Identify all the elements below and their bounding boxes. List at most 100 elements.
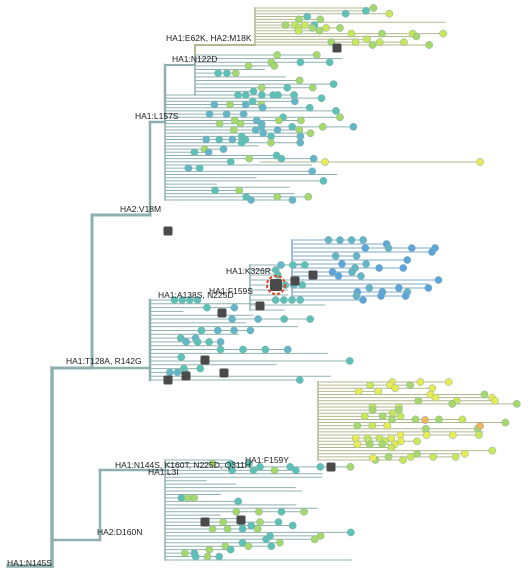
strain-tip[interactable] bbox=[256, 463, 264, 471]
strain-tip[interactable] bbox=[361, 244, 370, 252]
vaccine-strain-marker[interactable] bbox=[163, 375, 173, 385]
strain-tip[interactable] bbox=[253, 525, 262, 533]
strain-tip[interactable] bbox=[357, 272, 365, 280]
strain-tip[interactable] bbox=[460, 449, 469, 458]
strain-tip[interactable] bbox=[321, 158, 329, 166]
vaccine-strain-marker[interactable] bbox=[200, 517, 210, 527]
strain-tip[interactable] bbox=[359, 296, 367, 304]
strain-tip[interactable] bbox=[226, 100, 234, 109]
strain-tip[interactable] bbox=[223, 69, 231, 78]
strain-tip[interactable] bbox=[387, 434, 396, 443]
strain-tip[interactable] bbox=[406, 381, 414, 389]
strain-tip[interactable] bbox=[448, 431, 457, 439]
strain-tip[interactable] bbox=[352, 252, 361, 260]
strain-tip[interactable] bbox=[365, 440, 374, 449]
strain-tip[interactable] bbox=[191, 552, 200, 561]
vaccine-strain-marker[interactable] bbox=[236, 515, 246, 525]
strain-tip[interactable] bbox=[228, 135, 237, 144]
strain-tip[interactable] bbox=[296, 296, 305, 304]
strain-tip[interactable] bbox=[305, 103, 314, 112]
strain-tip[interactable] bbox=[190, 148, 199, 157]
strain-tip[interactable] bbox=[237, 138, 246, 147]
strain-tip[interactable] bbox=[238, 538, 247, 547]
strain-tip[interactable] bbox=[334, 272, 343, 280]
strain-tip[interactable] bbox=[336, 113, 344, 122]
strain-tip[interactable] bbox=[267, 542, 276, 551]
strain-tip[interactable] bbox=[368, 406, 377, 414]
strain-tip[interactable] bbox=[316, 15, 325, 24]
strain-tip[interactable] bbox=[219, 518, 228, 526]
strain-tip[interactable] bbox=[377, 292, 385, 300]
strain-tip[interactable] bbox=[290, 97, 299, 106]
strain-tip[interactable] bbox=[232, 507, 241, 516]
strain-tip[interactable] bbox=[363, 35, 371, 44]
strain-tip[interactable] bbox=[388, 415, 396, 424]
strain-tip[interactable] bbox=[170, 296, 179, 304]
strain-tip[interactable] bbox=[226, 545, 235, 554]
strain-tip[interactable] bbox=[277, 507, 286, 516]
strain-tip[interactable] bbox=[256, 518, 264, 526]
strain-tip[interactable] bbox=[226, 157, 235, 166]
strain-tip[interactable] bbox=[277, 261, 285, 269]
strain-tip[interactable] bbox=[347, 29, 356, 38]
strain-tip[interactable] bbox=[325, 58, 334, 67]
strain-tip[interactable] bbox=[399, 264, 408, 272]
strain-tip[interactable] bbox=[368, 421, 377, 430]
strain-tip[interactable] bbox=[216, 338, 225, 346]
strain-tip[interactable] bbox=[414, 396, 423, 405]
strain-tip[interactable] bbox=[230, 116, 239, 125]
strain-tip[interactable] bbox=[400, 38, 408, 47]
strain-tip[interactable] bbox=[273, 51, 282, 59]
strain-tip[interactable] bbox=[347, 236, 356, 244]
strain-tip[interactable] bbox=[338, 260, 346, 268]
strain-tip[interactable] bbox=[391, 384, 400, 393]
strain-tip[interactable] bbox=[375, 38, 384, 47]
strain-tip[interactable] bbox=[428, 248, 436, 256]
strain-tip[interactable] bbox=[424, 284, 433, 292]
strain-tip[interactable] bbox=[306, 315, 315, 323]
strain-tip[interactable] bbox=[247, 521, 256, 530]
vaccine-strain-marker[interactable] bbox=[290, 276, 300, 286]
vaccine-strain-marker[interactable] bbox=[200, 355, 210, 365]
strain-tip[interactable] bbox=[239, 110, 248, 118]
strain-tip[interactable] bbox=[421, 416, 429, 424]
strain-tip[interactable] bbox=[375, 264, 383, 272]
strain-tip[interactable] bbox=[349, 122, 358, 131]
strain-tip[interactable] bbox=[425, 41, 433, 49]
strain-tip[interactable] bbox=[348, 268, 356, 276]
strain-tip[interactable] bbox=[341, 9, 350, 18]
strain-tip[interactable] bbox=[190, 494, 198, 502]
strain-tip[interactable] bbox=[480, 390, 489, 399]
strain-tip[interactable] bbox=[317, 94, 326, 103]
strain-tip[interactable] bbox=[295, 76, 304, 85]
strain-tip[interactable] bbox=[310, 535, 319, 544]
strain-tip[interactable] bbox=[306, 129, 315, 138]
strain-tip[interactable] bbox=[197, 326, 206, 335]
strain-tip[interactable] bbox=[230, 126, 238, 134]
strain-tip[interactable] bbox=[193, 338, 202, 346]
strain-tip[interactable] bbox=[512, 399, 521, 408]
strain-tip[interactable] bbox=[368, 41, 377, 49]
vaccine-strain-marker[interactable] bbox=[308, 270, 318, 280]
strain-tip[interactable] bbox=[271, 296, 280, 304]
strain-tip[interactable] bbox=[208, 525, 217, 533]
strain-tip[interactable] bbox=[244, 62, 253, 70]
strain-tip[interactable] bbox=[319, 177, 328, 185]
strain-tip[interactable] bbox=[458, 415, 467, 424]
strain-tip[interactable] bbox=[403, 256, 412, 264]
strain-tip[interactable] bbox=[308, 24, 317, 32]
strain-tip[interactable] bbox=[384, 453, 393, 461]
vaccine-strain-marker[interactable] bbox=[332, 43, 342, 53]
strain-tip[interactable] bbox=[269, 91, 277, 99]
strain-tip[interactable] bbox=[173, 368, 182, 377]
strain-tip[interactable] bbox=[294, 26, 303, 35]
strain-tip[interactable] bbox=[177, 353, 186, 361]
strain-tip[interactable] bbox=[297, 116, 305, 125]
strain-tip[interactable] bbox=[354, 387, 363, 396]
strain-tip[interactable] bbox=[251, 126, 260, 134]
strain-tip[interactable] bbox=[312, 51, 321, 59]
strain-tip[interactable] bbox=[219, 145, 228, 153]
strain-tip[interactable] bbox=[239, 345, 247, 354]
strain-tip[interactable] bbox=[304, 192, 313, 201]
strain-tip[interactable] bbox=[216, 345, 225, 354]
